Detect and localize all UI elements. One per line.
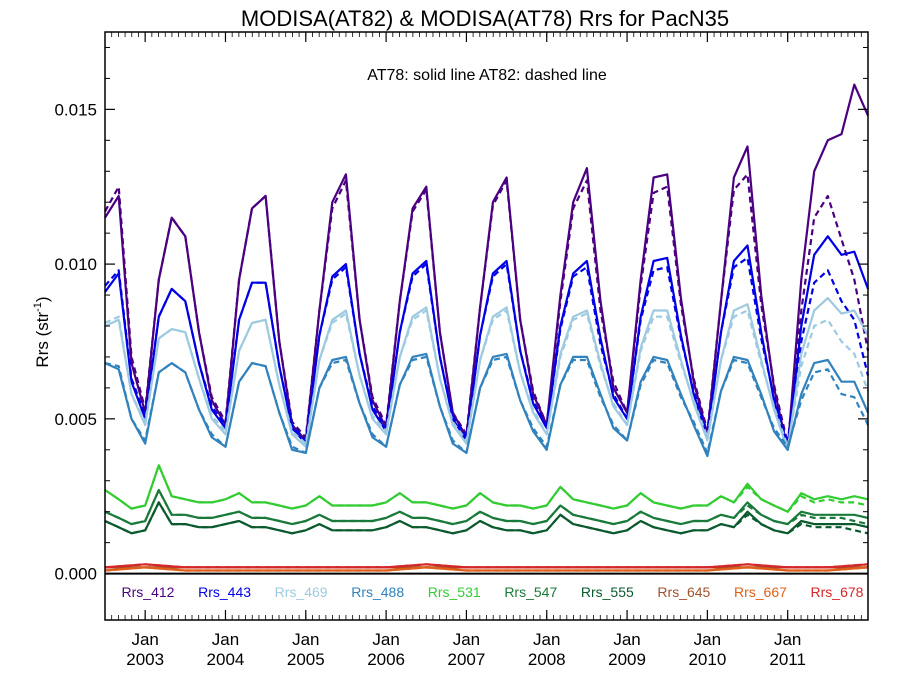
series-line-dashed-Rrs_678 xyxy=(104,563,869,569)
series-line-dashed-Rrs_469 xyxy=(104,309,870,448)
series-line-dashed-Rrs_531 xyxy=(104,464,869,513)
series-lines xyxy=(104,83,870,572)
x-tick-month-label: Jan xyxy=(292,630,319,649)
x-tick-month-label: Jan xyxy=(613,630,640,649)
x-tick-year-label: 2009 xyxy=(608,650,646,669)
x-tick-year-label: 2004 xyxy=(207,650,245,669)
x-tick-year-label: 2007 xyxy=(448,650,486,669)
series-line-solid-Rrs_412 xyxy=(104,83,870,451)
x-tick-year-label: 2008 xyxy=(528,650,566,669)
y-tick-label: 0.015 xyxy=(54,100,97,119)
legend-item-Rrs_469: Rrs_469 xyxy=(275,584,328,600)
y-axis-label-main: Rrs (str xyxy=(33,312,52,368)
series-line-dashed-Rrs_488 xyxy=(104,355,869,454)
legend-item-Rrs_531: Rrs_531 xyxy=(428,584,481,600)
legend-item-Rrs_412: Rrs_412 xyxy=(122,584,175,600)
y-axis-label-close: ) xyxy=(33,296,52,302)
legend-item-Rrs_443: Rrs_443 xyxy=(198,584,251,600)
x-tick-year-label: 2005 xyxy=(287,650,325,669)
legend-item-Rrs_488: Rrs_488 xyxy=(351,584,404,600)
x-tick-year-label: 2010 xyxy=(688,650,726,669)
x-tick-month-label: Jan xyxy=(533,630,560,649)
line-style-annotation: AT78: solid line AT82: dashed line xyxy=(367,67,607,84)
chart-title: MODISA(AT82) & MODISA(AT78) Rrs for PacN… xyxy=(241,6,729,31)
x-tick-month-label: Jan xyxy=(212,630,239,649)
y-tick-label: 0.010 xyxy=(54,255,97,274)
series-line-dashed-Rrs_555 xyxy=(104,501,869,535)
x-tick-month-label: Jan xyxy=(372,630,399,649)
series-line-dashed-Rrs_443 xyxy=(104,256,870,445)
y-tick-label: 0.000 xyxy=(54,565,97,584)
x-tick-year-label: 2011 xyxy=(769,650,806,669)
axis-ticks: 0.0000.0050.0100.015Jan2003Jan2004Jan200… xyxy=(54,32,869,669)
legend-item-Rrs_667: Rrs_667 xyxy=(734,584,787,600)
series-line-dashed-Rrs_667 xyxy=(104,566,869,572)
legend-item-Rrs_645: Rrs_645 xyxy=(657,584,710,600)
series-line-dashed-Rrs_412 xyxy=(104,173,870,445)
legend-item-Rrs_678: Rrs_678 xyxy=(811,584,864,600)
series-line-solid-Rrs_469 xyxy=(104,297,869,451)
x-tick-month-label: Jan xyxy=(131,630,158,649)
x-tick-month-label: Jan xyxy=(694,630,721,649)
x-tick-month-label: Jan xyxy=(453,630,480,649)
legend-item-Rrs_555: Rrs_555 xyxy=(581,584,634,600)
series-line-dashed-Rrs_547 xyxy=(104,488,869,526)
series-line-solid-Rrs_531 xyxy=(104,464,869,513)
legend-item-Rrs_547: Rrs_547 xyxy=(504,584,557,600)
y-axis-label-superscript: -1 xyxy=(32,302,44,312)
x-tick-month-label: Jan xyxy=(774,630,801,649)
x-tick-year-label: 2003 xyxy=(126,650,164,669)
legend: Rrs_412 Rrs_443 Rrs_469 Rrs_488 Rrs_531 Rrs_5… xyxy=(122,584,864,600)
y-tick-label: 0.005 xyxy=(54,410,97,429)
x-tick-year-label: 2006 xyxy=(367,650,405,669)
y-axis-label: Rrs (str-1) xyxy=(32,296,52,367)
